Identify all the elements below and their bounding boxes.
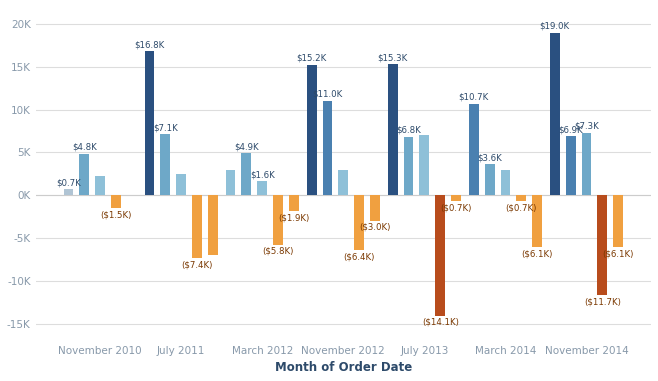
Text: ($6.1K): ($6.1K) xyxy=(521,250,553,259)
Text: ($11.7K): ($11.7K) xyxy=(584,298,620,306)
Bar xyxy=(95,176,105,195)
Bar xyxy=(161,134,170,195)
Bar xyxy=(273,195,283,245)
Bar xyxy=(485,164,495,195)
Bar xyxy=(322,101,332,195)
Text: $7.3K: $7.3K xyxy=(574,122,599,131)
Text: $7.1K: $7.1K xyxy=(153,123,178,132)
Bar xyxy=(241,153,251,195)
Bar xyxy=(550,33,560,195)
Text: $4.9K: $4.9K xyxy=(234,142,259,151)
Text: $15.3K: $15.3K xyxy=(378,53,408,62)
Bar xyxy=(176,174,186,195)
Text: ($1.9K): ($1.9K) xyxy=(278,214,309,223)
Text: ($6.4K): ($6.4K) xyxy=(343,252,375,261)
Bar xyxy=(338,170,348,195)
Bar xyxy=(388,64,397,195)
Text: $15.2K: $15.2K xyxy=(297,54,327,63)
Text: ($1.5K): ($1.5K) xyxy=(100,210,132,219)
Bar xyxy=(80,154,89,195)
Text: $16.8K: $16.8K xyxy=(134,40,164,49)
Bar xyxy=(145,51,155,195)
Text: $11.0K: $11.0K xyxy=(313,90,343,99)
X-axis label: Month of Order Date: Month of Order Date xyxy=(274,361,412,374)
Bar xyxy=(370,195,380,221)
Bar xyxy=(469,104,478,195)
Bar xyxy=(307,65,316,195)
Bar xyxy=(532,195,542,247)
Bar xyxy=(354,195,364,250)
Bar xyxy=(257,181,267,195)
Bar xyxy=(111,195,121,208)
Bar xyxy=(517,195,526,201)
Bar xyxy=(208,195,218,255)
Text: $0.7K: $0.7K xyxy=(56,178,81,187)
Bar xyxy=(419,135,429,195)
Bar xyxy=(451,195,461,201)
Text: $10.7K: $10.7K xyxy=(459,93,489,101)
Bar xyxy=(566,136,576,195)
Bar xyxy=(613,195,623,247)
Text: ($7.4K): ($7.4K) xyxy=(182,261,213,270)
Text: $6.8K: $6.8K xyxy=(396,126,421,135)
Text: ($5.8K): ($5.8K) xyxy=(263,247,293,256)
Text: ($3.0K): ($3.0K) xyxy=(359,223,391,232)
Bar xyxy=(64,189,74,195)
Bar xyxy=(597,195,607,295)
Bar xyxy=(289,195,299,211)
Bar xyxy=(192,195,202,258)
Text: ($0.7K): ($0.7K) xyxy=(505,203,537,212)
Bar xyxy=(403,137,413,195)
Bar xyxy=(501,170,511,195)
Text: ($6.1K): ($6.1K) xyxy=(603,250,634,259)
Bar xyxy=(226,170,236,195)
Text: $19.0K: $19.0K xyxy=(540,21,570,30)
Text: $3.6K: $3.6K xyxy=(477,153,502,162)
Text: $1.6K: $1.6K xyxy=(250,170,274,179)
Text: $6.9K: $6.9K xyxy=(559,125,583,134)
Text: ($0.7K): ($0.7K) xyxy=(440,203,472,212)
Text: $4.8K: $4.8K xyxy=(72,143,97,152)
Bar xyxy=(436,195,445,316)
Bar xyxy=(582,133,592,195)
Text: ($14.1K): ($14.1K) xyxy=(422,318,459,327)
